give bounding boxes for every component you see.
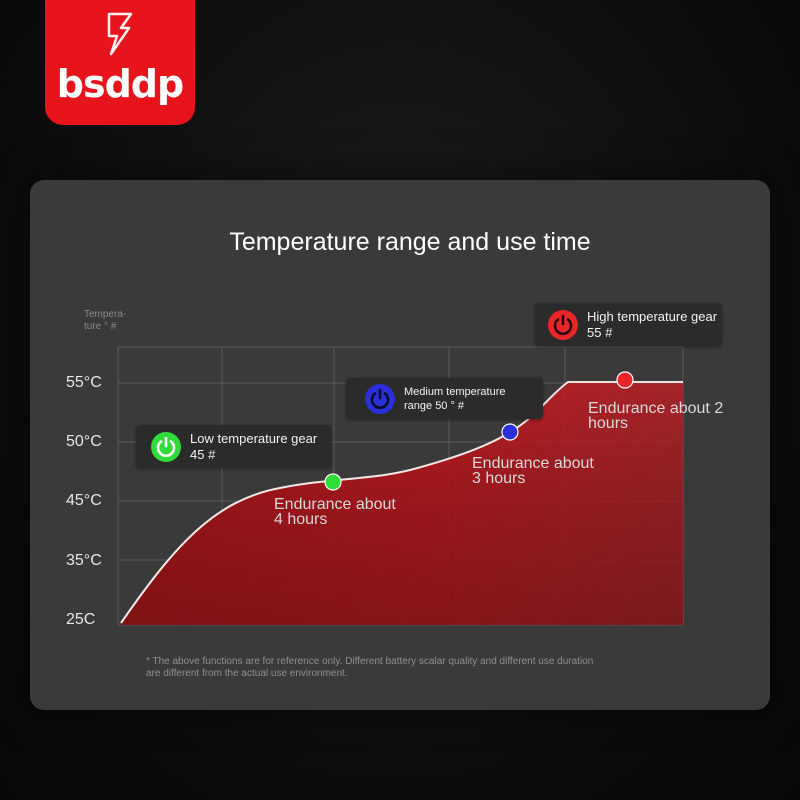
endurance-label-low: Endurance about 4 hours [274,496,396,528]
gear-high-name: High temperature gear [587,308,718,324]
endurance-line: Endurance about 2 [588,400,724,417]
endurance-label-high: Endurance about 2 hours [588,400,724,432]
endurance-line: Endurance about [472,455,594,472]
endurance-line: Endurance about [274,496,396,513]
gear-low-box: Low temperature gear 45 # [136,425,331,468]
endurance-label-medium: Endurance about 3 hours [472,455,594,487]
data-point [324,473,342,491]
gear-medium-name: Medium temperature [404,385,506,398]
y-axis-label-line: ture ° # [84,321,117,332]
power-icon [365,383,395,414]
series-line [120,381,683,624]
y-tick-label: 25C [66,611,96,628]
y-tick-label: 50°C [66,433,102,450]
data-point [616,371,634,389]
y-axis-label: Tempera- ture ° # [84,309,144,333]
footnote-line: are different from the actual use enviro… [146,668,348,679]
footnote: * The above functions are for reference … [146,656,656,680]
power-icon [548,309,578,340]
y-axis-label-line: Tempera- [84,309,127,320]
logo-text: bsddp [56,62,184,106]
y-tick-label: 55°C [66,374,102,391]
endurance-line: hours [588,415,629,432]
lightning-bolt-icon [107,12,133,56]
gear-low-value: 45 # [190,446,216,462]
gear-high-value: 55 # [587,324,613,340]
chart-title: Temperature range and use time [229,228,591,256]
endurance-line: 4 hours [274,511,328,528]
gear-high-box: High temperature gear 55 # [535,303,722,346]
gear-medium-value: range 50 ° # [404,399,465,412]
gear-low-name: Low temperature gear [190,430,318,446]
area-shade [121,382,683,625]
footnote-line: * The above functions are for reference … [146,656,594,667]
y-tick-label: 35°C [66,552,102,569]
gear-medium-box: Medium temperature range 50 ° # [346,378,543,419]
chart-area [120,381,683,625]
power-icon [151,431,181,462]
y-tick-label: 45°C [66,492,102,509]
endurance-line: 3 hours [472,470,526,487]
chart-points [324,371,634,491]
brand-logo: bsddp [45,0,195,125]
data-point [501,423,519,441]
